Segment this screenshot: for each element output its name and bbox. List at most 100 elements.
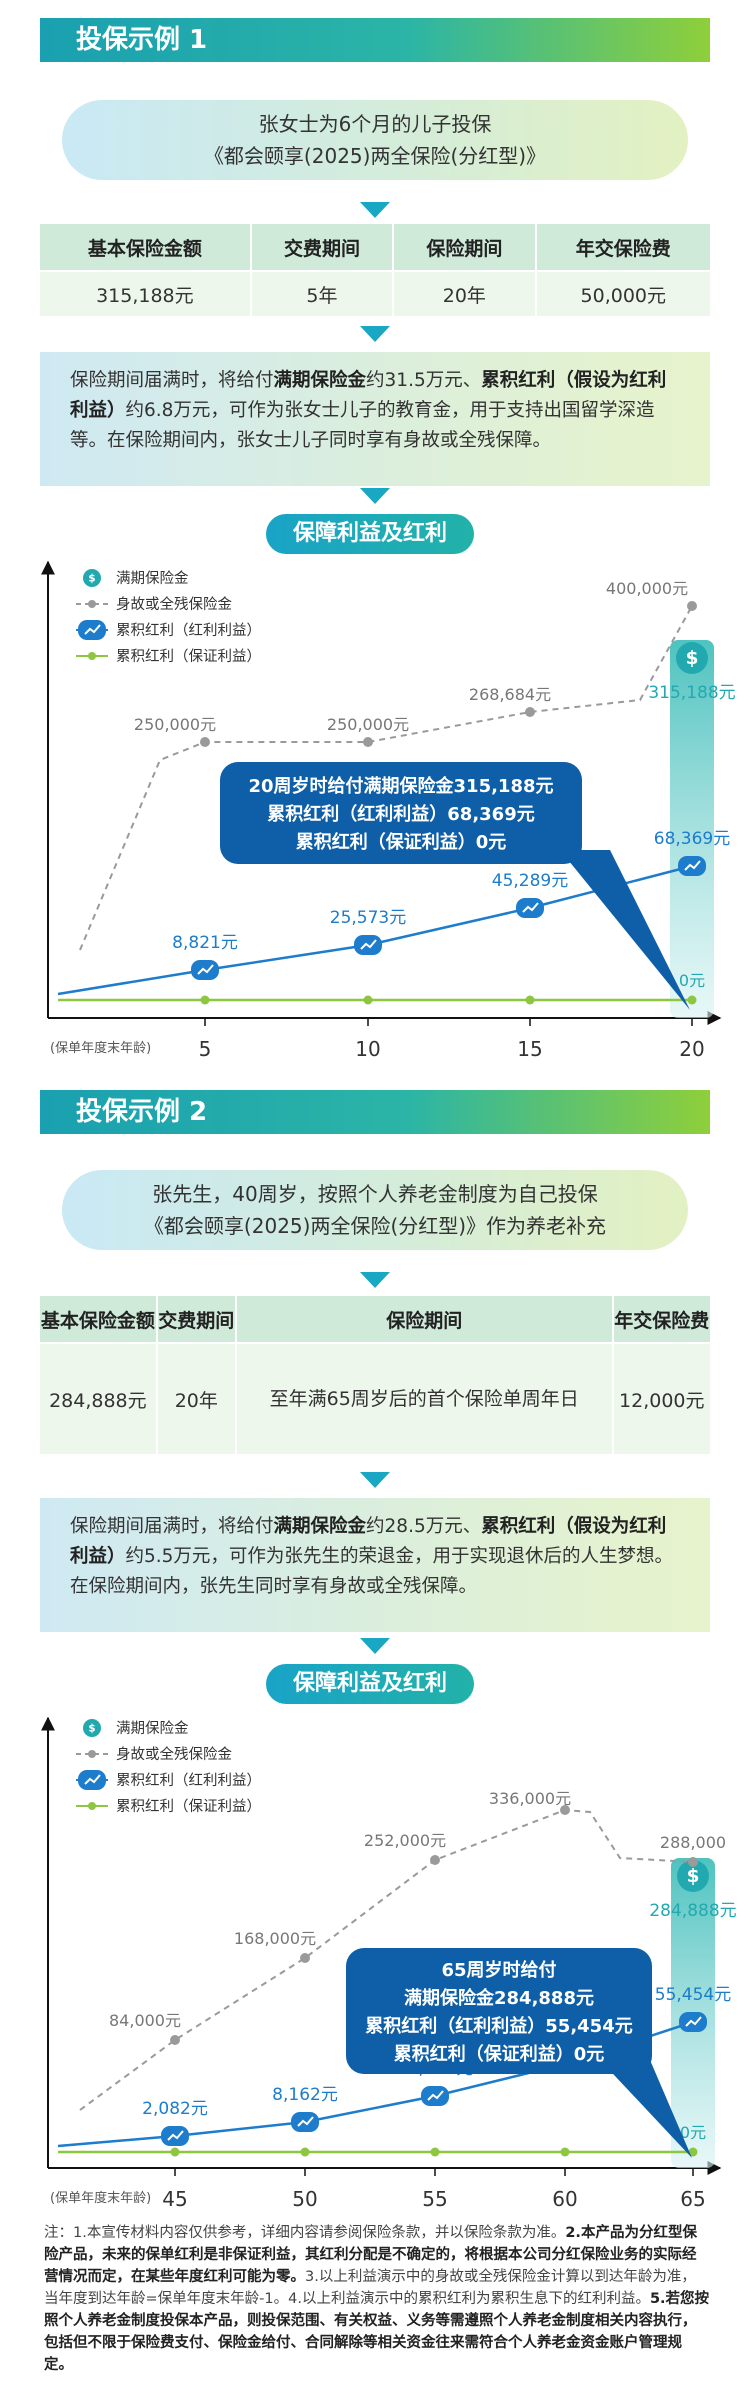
table-header: 保险期间: [394, 224, 537, 270]
callout-text: 满期保险金284,888元: [404, 1987, 594, 2009]
callout-text: 累积红利（红利利益）68,369元: [267, 803, 534, 825]
arrow-down-icon: [360, 1472, 390, 1488]
guaranteed-bonus-label: 0元: [679, 971, 705, 990]
dividend-bonus-label: 55,454元: [655, 1985, 731, 2005]
note-bold: 2.本产品为分红型保险产品，未来的保单红利是非保证利益，其红利分配是不确定的，将…: [44, 2225, 697, 2285]
death-benefit-point: [525, 707, 535, 717]
piggy-bank-icon: [679, 2012, 707, 2032]
desc-bold: 满期保险金: [273, 1516, 367, 1537]
dividend-bonus-label: 45,289元: [492, 871, 568, 891]
dollar-coin-icon-glyph: $: [88, 1722, 95, 1734]
dollar-coin-icon: [83, 1719, 101, 1737]
x-tick-label: 65: [680, 2187, 705, 2210]
piggy-bank-icon: [678, 856, 706, 876]
legend-swatch: [88, 1750, 96, 1758]
piggy-bank-icon: [354, 935, 382, 955]
legend-label: 满期保险金: [116, 1720, 189, 1737]
dividend-bonus-label: 2,082元: [142, 2099, 208, 2119]
x-tick-label: 60: [552, 2187, 577, 2210]
footnote: 注：1.本宣传材料内容仅供参考，详细内容请参阅保险条款，并以保险条款为准。2.本…: [44, 2222, 710, 2376]
legend-swatch: [88, 600, 96, 608]
death-benefit-label: 268,684元: [469, 685, 551, 704]
death-benefit-point: [300, 1953, 310, 1963]
callout-box: [220, 762, 582, 864]
intro-line-1: 张女士为6个月的儿子投保: [258, 112, 492, 136]
table-header: 基本保险金额: [40, 1296, 158, 1342]
guaranteed-bonus-point: [560, 2147, 570, 2157]
legend-swatch: [88, 652, 96, 660]
desc-bold: 累积红利（假设为红利利益）: [70, 370, 667, 421]
x-tick-label: 5: [199, 1037, 212, 1061]
x-axis-label: (保单年度末年龄): [50, 1040, 151, 1056]
chart-2: 45 50 55 60 65 (保单年度末年龄) $284,888元 84,000元 168,0…: [41, 1716, 737, 2210]
intro-line-2: 《都会颐享(2025)两全保险(分红型)》: [203, 144, 547, 168]
death-benefit-point: [687, 601, 697, 611]
desc-text: 约31.5万元、: [366, 370, 482, 391]
piggy-bank-icon: [191, 960, 219, 980]
callout-pointer: [560, 850, 690, 1010]
arrow-down-icon: [360, 1638, 390, 1654]
x-tick-label: 55: [422, 2187, 447, 2210]
example-1-intro: 张女士为6个月的儿子投保 《都会颐享(2025)两全保险(分红型)》: [62, 100, 688, 180]
table-cell: 315,188元: [40, 270, 252, 316]
guaranteed-bonus-point: [687, 995, 697, 1005]
dividend-bonus-label: 8,821元: [172, 933, 238, 953]
callout-text: 累积红利（保证利益）0元: [296, 831, 507, 853]
example-1-description: 保险期间届满时，将给付满期保险金约31.5万元、累积红利（假设为红利利益）约6.…: [40, 352, 710, 486]
dividend-bonus-label: 68,369元: [654, 829, 730, 849]
table-header: 交费期间: [251, 224, 395, 270]
example-2-table: 基本保险金额 交费期间 保险期间 年交保险费 284,888元 20年 至年满6…: [40, 1296, 710, 1454]
death-benefit-point: [560, 1805, 570, 1815]
callout-text: 累积红利（红利利益）55,454元: [365, 2015, 632, 2037]
death-benefit-line: [79, 605, 693, 951]
dividend-bonus-label: 25,573元: [330, 908, 406, 928]
benefit-badge: 保障利益及红利: [266, 514, 474, 554]
desc-text: 保险期间届满时，将给付: [70, 1516, 274, 1537]
dollar-coin-icon-glyph: $: [686, 648, 699, 669]
table-cell: 284,888元: [40, 1342, 158, 1454]
guaranteed-bonus-point: [200, 995, 210, 1005]
death-benefit-label: 250,000元: [327, 715, 409, 734]
dollar-coin-icon-glyph: $: [88, 572, 95, 584]
note-bold: 5.若您按照个人养老金制度投保本产品，则投保范围、有关权益、义务等需遵照个人养老…: [44, 2291, 710, 2373]
chart-1: 5 10 15 20 (保单年度末年龄) $315,188元 250,000元 250,000…: [41, 560, 736, 1061]
death-benefit-label: 168,000元: [234, 1929, 316, 1948]
example-2-title: 投保示例 2: [40, 1090, 710, 1134]
benefit-badge: 保障利益及红利: [266, 1664, 474, 1704]
dollar-coin-icon: [676, 642, 708, 674]
table-cell: 至年满65周岁后的首个保险单周年日: [236, 1342, 614, 1454]
intro-line-2: 《都会颐享(2025)两全保险(分红型)》作为养老补充: [143, 1214, 607, 1238]
example-1-table: 基本保险金额 交费期间 保险期间 年交保险费 315,188元 5年 20年 5…: [40, 224, 710, 316]
note-text: 3.以上利益演示中的身故或全残保险金计算以到达年龄为准，当年度到达年龄=保单年度…: [44, 2269, 696, 2307]
table-cell: 50,000元: [536, 270, 710, 316]
death-benefit-point: [688, 1857, 698, 1867]
example-1-title: 投保示例 1: [40, 18, 710, 62]
arrow-down-icon: [360, 1272, 390, 1288]
table-header: 年交保险费: [536, 224, 710, 270]
x-tick-label: 10: [355, 1037, 380, 1061]
maturity-bar: [670, 640, 714, 1018]
legend-label: 身故或全残保险金: [116, 595, 232, 613]
dollar-coin-icon-glyph: $: [687, 1866, 700, 1887]
legend-label: 累积红利（保证利益）: [116, 1798, 261, 1815]
example-2-description: 保险期间届满时，将给付满期保险金约28.5万元、累积红利（假设为红利利益）约5.…: [40, 1498, 710, 1632]
desc-text: 约28.5万元、: [366, 1516, 482, 1537]
x-tick-label: 20: [679, 1037, 704, 1061]
desc-bold: 满期保险金: [273, 370, 367, 391]
table-cell: 12,000元: [613, 1342, 710, 1454]
piggy-bank-icon: [516, 898, 544, 918]
guaranteed-bonus-point: [688, 2147, 698, 2157]
death-benefit-point: [170, 2035, 180, 2045]
intro-line-1: 张先生，40周岁，按照个人养老金制度为自己投保: [152, 1182, 598, 1206]
dollar-coin-icon: [677, 1860, 709, 1892]
legend-swatch: [88, 1802, 96, 1810]
arrow-down-icon: [360, 488, 390, 504]
piggy-bank-icon: [78, 1770, 106, 1790]
table-cell: 20年: [157, 1342, 237, 1454]
death-benefit-label: 252,000元: [364, 1831, 446, 1850]
x-tick-label: 45: [162, 2187, 187, 2210]
death-benefit-label: 336,000元: [489, 1789, 571, 1808]
callout-text: 累积红利（保证利益）0元: [394, 2043, 605, 2065]
piggy-bank-icon: [291, 2112, 319, 2132]
x-tick-label: 15: [517, 1037, 542, 1061]
